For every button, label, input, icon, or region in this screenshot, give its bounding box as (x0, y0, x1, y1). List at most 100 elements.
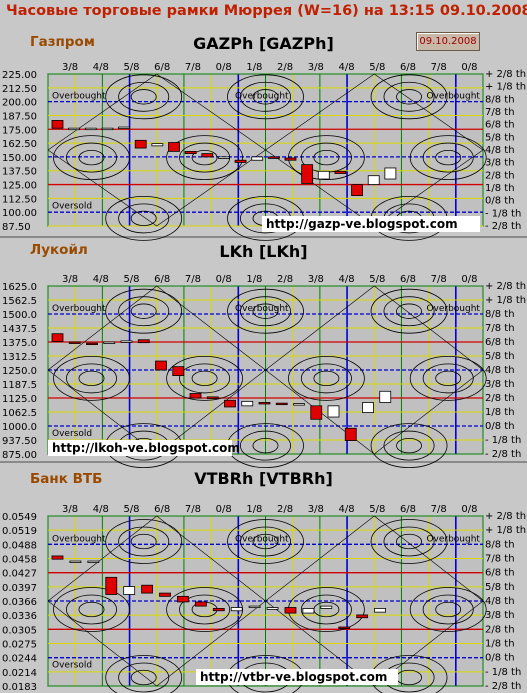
murrey-ellipse (53, 587, 130, 632)
price-tick-label: 1437.5 (2, 324, 37, 335)
murrey-level-label: 3/8 th (485, 158, 515, 169)
murrey-ellipse (435, 370, 462, 387)
panel-separator (0, 236, 527, 238)
overbought-label: Overbought (235, 304, 289, 314)
murrey-ellipse (287, 135, 365, 181)
time-division-label: 2/8 (277, 504, 293, 515)
murrey-ellipse (370, 423, 448, 469)
murrey-level-label: - 2/8 th (485, 681, 521, 692)
time-division-label: 2/8 (277, 274, 293, 285)
murrey-ellipse (300, 594, 352, 625)
murrey-ellipse (53, 135, 130, 181)
time-division-label: 6/8 (400, 62, 416, 73)
murrey-ellipse (422, 594, 474, 625)
overbought-label: Overbought (426, 304, 480, 314)
panel-lukoil: Лукойл LKh [LKh] (0, 238, 527, 460)
murrey-ellipse (105, 288, 183, 334)
candle (374, 608, 386, 613)
murrey-level-label: 8/8 th (485, 309, 515, 320)
time-division-label: 5/8 (369, 274, 385, 285)
murrey-ellipse (409, 355, 487, 401)
murrey-ellipse (78, 601, 105, 618)
time-division-label: 7/8 (185, 62, 201, 73)
murrey-ellipse (370, 519, 448, 564)
candle (320, 605, 333, 609)
price-tick-label: 87.50 (2, 222, 31, 233)
candle (241, 400, 254, 407)
time-division-label: 2/8 (277, 62, 293, 73)
candle (177, 595, 189, 603)
overbought-label: Overbought (235, 534, 289, 544)
candle (334, 170, 347, 174)
candle (218, 156, 230, 159)
murrey-ellipse (313, 149, 340, 166)
price-tick-label: 1625.0 (2, 282, 37, 293)
murrey-ellipse (383, 526, 435, 557)
murrey-level-label: + 2/8 th (485, 511, 526, 522)
time-division-label: 4/8 (93, 62, 109, 73)
murrey-level-label: 8/8 th (485, 539, 515, 550)
murrey-ellipse (227, 519, 304, 564)
murrey-ellipse (422, 142, 474, 173)
candle (338, 626, 351, 629)
murrey-level-label: 0/8 th (485, 196, 515, 207)
price-tick-label: 0.0244 (2, 654, 37, 665)
time-division-label: 3/8 (62, 274, 78, 285)
murrey-level-label: 8/8 th (485, 94, 515, 105)
murrey-ellipse (179, 363, 231, 394)
murrey-ellipse (240, 526, 291, 557)
candle (284, 157, 297, 161)
blog-url: http://lkoh-ve.blogspot.com (52, 441, 240, 455)
murrey-ellipse (118, 662, 170, 693)
candle (118, 126, 130, 129)
candle (248, 605, 261, 609)
candle (68, 127, 81, 131)
murrey-ellipse (78, 370, 105, 387)
murrey-ellipse (66, 363, 117, 394)
price-tick-label: 937.50 (2, 436, 37, 447)
time-division-label: 4/8 (93, 504, 109, 515)
blog-url: http://vtbr-ve.blogspot.com (200, 670, 387, 684)
murrey-ellipse (118, 203, 170, 234)
candle (168, 142, 180, 152)
oversold-label: Oversold (52, 429, 92, 439)
time-division-label: 4/8 (338, 62, 354, 73)
time-division-label: 5/8 (123, 504, 139, 515)
murrey-level-label: 7/8 th (485, 554, 515, 565)
murrey-ellipse (105, 519, 183, 564)
murrey-level-label: 1/8 th (485, 639, 515, 650)
candle (367, 175, 380, 185)
candle (258, 402, 271, 405)
murrey-level-label: 0/8 th (485, 421, 515, 432)
time-division-label: 7/8 (185, 504, 201, 515)
candle (172, 366, 185, 377)
murrey-ellipse (130, 89, 157, 105)
murrey-ellipse (66, 594, 117, 625)
murrey-level-label: 5/8 th (485, 132, 515, 143)
overbought-label: Overbought (426, 534, 480, 544)
price-tick-label: 212.50 (2, 84, 37, 95)
murrey-ellipse (396, 437, 422, 454)
murrey-ellipse (227, 74, 304, 120)
price-tick-label: 0.0458 (2, 555, 37, 566)
murrey-level-label: - 2/8 th (485, 221, 521, 232)
price-tick-label: 162.50 (2, 139, 37, 150)
candle (189, 393, 202, 399)
candle (275, 402, 288, 406)
price-tick-label: 1500.0 (2, 310, 37, 321)
murrey-level-label: 7/8 th (485, 323, 515, 334)
murrey-ellipse (435, 601, 462, 618)
candle (379, 390, 392, 403)
murrey-level-label: 2/8 th (485, 393, 515, 404)
price-tick-label: 175.00 (2, 125, 37, 136)
candle (267, 156, 280, 159)
murrey-ellipse (240, 296, 291, 327)
price-tick-label: 0.0397 (2, 583, 37, 594)
candle (356, 614, 369, 619)
url-box (196, 669, 398, 685)
time-division-label: 6/8 (154, 274, 170, 285)
murrey-level-label: 5/8 th (485, 351, 515, 362)
candle (362, 402, 374, 413)
price-tick-label: 1562.5 (2, 296, 37, 307)
murrey-level-label: - 1/8 th (485, 667, 521, 678)
